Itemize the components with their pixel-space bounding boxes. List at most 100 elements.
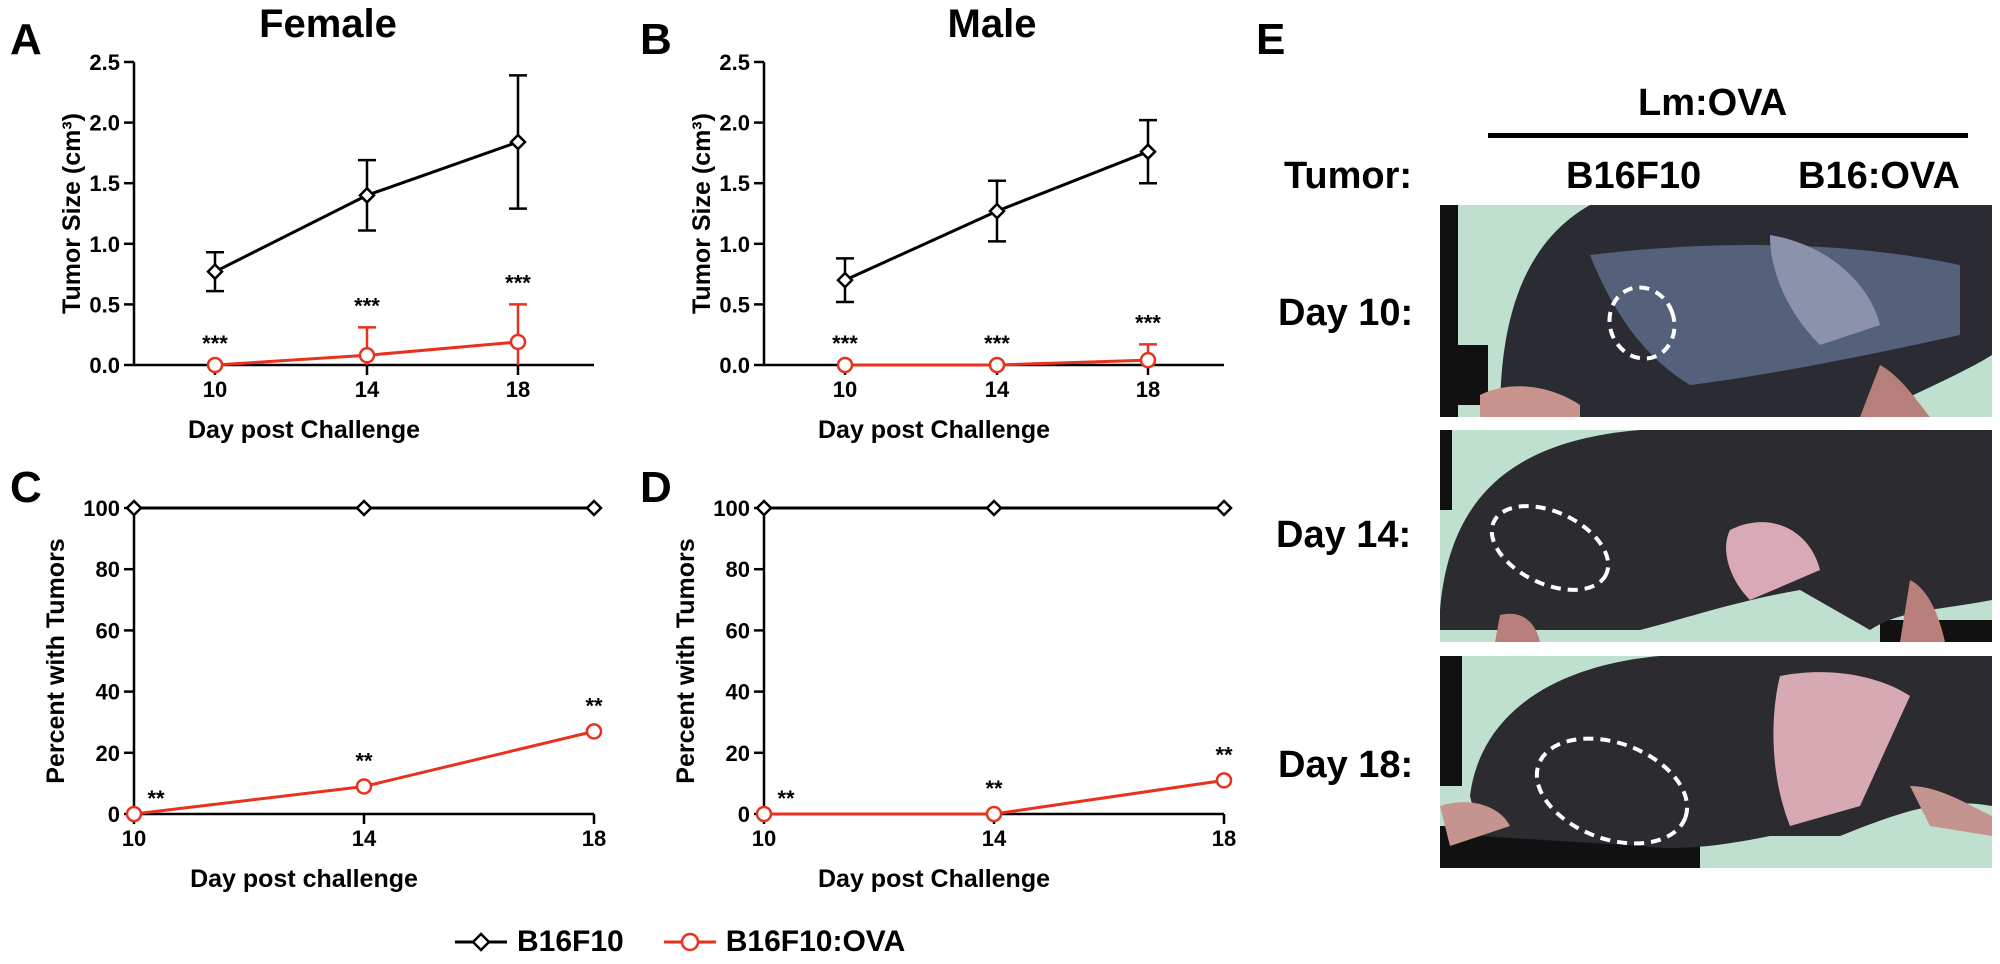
significance-label-a: *** <box>354 293 380 318</box>
y-tick-label-c: 100 <box>83 496 120 521</box>
chart-c-percent-female: 0 20 40 60 80 100 10 14 18 Day post challenge Perc… <box>42 496 606 893</box>
photo-day10 <box>1440 205 1992 417</box>
x-tick-label-c: 18 <box>582 826 606 851</box>
data-point-b16f10-ova-d <box>985 805 1003 823</box>
data-point-b16f10-b <box>836 271 854 289</box>
x-axis-label-b: Day post Challenge <box>818 416 1050 444</box>
panel-letter-b: B <box>640 15 672 64</box>
y-tick-label-c: 40 <box>96 680 120 705</box>
tumor-row-header: Tumor: <box>1284 155 1413 197</box>
data-point-b16f10-ova-d <box>1215 772 1233 789</box>
y-tick-label-d: 60 <box>726 618 750 643</box>
data-point-b16f10-ova-d <box>755 805 773 823</box>
y-tick-label-a: 2.0 <box>89 111 120 136</box>
y-tick-label-a: 0.0 <box>89 353 120 378</box>
row-label-day14: Day 14: <box>1276 514 1412 556</box>
x-tick-label-c: 10 <box>122 826 146 851</box>
x-tick-label-b: 18 <box>1136 377 1160 402</box>
significance-label-c: ** <box>147 786 165 811</box>
significance-label-d: ** <box>777 786 795 811</box>
legend-label-b16f10: B16F10 <box>517 925 624 958</box>
data-point-b16f10-d <box>985 499 1003 517</box>
data-point-b16f10-ova-a <box>206 356 224 374</box>
legend-item-b16f10: B16F10 <box>455 925 624 959</box>
data-point-b16f10-ova-a <box>509 333 527 351</box>
significance-label-a: *** <box>505 270 531 295</box>
y-tick-label-a: 1.5 <box>89 171 120 196</box>
chart-a-tumor-size-female: 0.0 0.5 1.0 1.5 2.0 2.5 10 14 18 Day post Challen… <box>58 50 594 444</box>
y-tick-label-a: 2.5 <box>89 50 120 75</box>
y-axis-label-c: Percent with Tumors <box>42 538 70 783</box>
legend-label-b16f10-ova: B16F10:OVA <box>725 925 906 958</box>
y-tick-label-d: 40 <box>726 680 750 705</box>
x-axis-label-d: Day post Challenge <box>818 865 1050 893</box>
x-tick-label-a: 18 <box>506 377 530 402</box>
legend-item-b16f10-ova: B16F10:OVA <box>663 925 906 959</box>
y-tick-label-c: 0 <box>108 802 120 827</box>
y-tick-label-b: 1.0 <box>719 232 750 257</box>
data-point-b16f10-a <box>358 186 376 205</box>
data-point-b16f10-c <box>585 499 603 517</box>
x-tick-label-d: 14 <box>982 826 1007 851</box>
circle-icon <box>663 932 716 952</box>
legend: B16F10 B16F10:OVA <box>455 925 945 959</box>
x-axis-label-c: Day post challenge <box>190 865 418 893</box>
x-tick-label-a: 14 <box>355 377 380 402</box>
y-tick-label-d: 100 <box>713 496 750 521</box>
y-tick-label-a: 1.0 <box>89 232 120 257</box>
photo-day18 <box>1440 656 1992 868</box>
diamond-icon <box>455 932 507 952</box>
x-tick-label-d: 10 <box>752 826 776 851</box>
row-label-day18: Day 18: <box>1278 744 1414 786</box>
y-tick-label-c: 20 <box>96 741 120 766</box>
data-point-b16f10-b <box>1139 142 1157 161</box>
data-point-b16f10-ova-c <box>355 778 373 795</box>
row-label-day10: Day 10: <box>1278 292 1414 334</box>
panel-letter-d: D <box>640 463 672 512</box>
title-male: Male <box>947 2 1037 46</box>
data-point-b16f10-a <box>206 262 224 281</box>
x-tick-label-b: 10 <box>833 377 857 402</box>
data-point-b16f10-ova-b <box>988 356 1006 374</box>
data-point-b16f10-ova-a <box>358 347 376 364</box>
y-tick-label-b: 0.0 <box>719 353 750 378</box>
data-point-b16f10-c <box>355 499 373 517</box>
col-header-b16f10: B16F10 <box>1566 155 1702 197</box>
y-axis-label-d: Percent with Tumors <box>672 538 700 783</box>
panel-letter-a: A <box>10 15 42 64</box>
x-tick-label-a: 10 <box>203 377 227 402</box>
x-tick-label-c: 14 <box>352 826 377 851</box>
significance-label-c: ** <box>585 693 603 718</box>
x-tick-label-d: 18 <box>1212 826 1236 851</box>
significance-label-b: *** <box>832 331 858 356</box>
x-tick-label-b: 14 <box>985 377 1010 402</box>
y-tick-label-d: 20 <box>726 741 750 766</box>
y-axis-label-b: Tumor Size (cm³) <box>688 113 716 314</box>
data-point-b16f10-a <box>509 133 527 151</box>
data-point-b16f10-ova-b <box>836 356 854 374</box>
data-point-b16f10-ova-c <box>585 723 603 740</box>
lm-ova-bar <box>1488 133 1968 138</box>
significance-label-a: *** <box>202 331 228 356</box>
data-point-b16f10-d <box>755 499 773 517</box>
chart-b-tumor-size-male: 0.0 0.5 1.0 1.5 2.0 2.5 10 14 18 Day post Challen… <box>688 50 1224 444</box>
y-tick-label-b: 1.5 <box>719 171 750 196</box>
x-axis-label-a: Day post Challenge <box>188 416 420 444</box>
panel-letter-e: E <box>1256 15 1286 64</box>
y-tick-label-b: 0.5 <box>719 292 750 317</box>
title-female: Female <box>259 2 397 46</box>
significance-label-d: ** <box>1215 742 1233 767</box>
significance-label-b: *** <box>984 331 1010 356</box>
data-point-b16f10-b <box>988 202 1006 220</box>
y-tick-label-d: 80 <box>726 557 750 582</box>
significance-label-c: ** <box>355 748 373 773</box>
col-header-b16-ova: B16:OVA <box>1798 155 1960 197</box>
photo-day14 <box>1440 430 1992 642</box>
panel-letter-c: C <box>10 463 42 512</box>
y-tick-label-d: 0 <box>738 802 750 827</box>
y-tick-label-c: 60 <box>96 618 120 643</box>
lm-ova-header: Lm:OVA <box>1638 82 1788 124</box>
y-axis-label-a: Tumor Size (cm³) <box>58 113 86 314</box>
significance-label-b: *** <box>1135 310 1161 335</box>
y-tick-label-a: 0.5 <box>89 292 120 317</box>
